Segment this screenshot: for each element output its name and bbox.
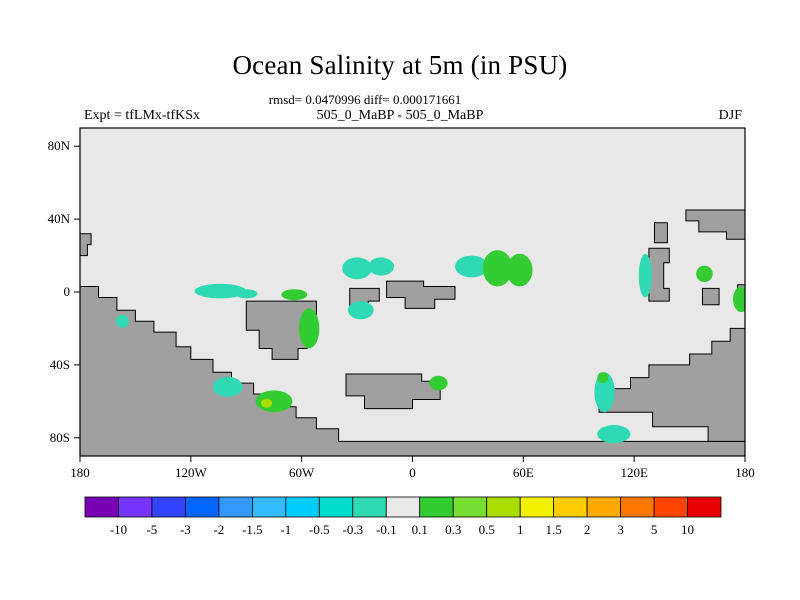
x-axis-tick-label: 180 — [70, 465, 90, 480]
colorbar-cell — [419, 496, 454, 518]
salinity-anomaly-patch — [342, 257, 372, 280]
salinity-anomaly-patch — [429, 375, 448, 391]
salinity-anomaly-patch — [455, 255, 489, 278]
colorbar-tick-label: 2 — [584, 522, 591, 537]
salinity-anomaly-patch — [347, 301, 374, 320]
salinity-anomaly-patch — [696, 265, 713, 282]
colorbar-tick-label: 0.1 — [412, 522, 428, 537]
y-axis-tick-label: 40S — [50, 357, 70, 372]
land-mass — [598, 327, 745, 442]
salinity-anomaly-patch — [255, 390, 293, 413]
land-mass — [654, 222, 668, 244]
land-mass — [80, 286, 745, 456]
colorbar-tick-label: -5 — [146, 522, 157, 537]
land-mass — [685, 209, 745, 240]
x-axis-tick-label: 0 — [409, 465, 416, 480]
colorbar-cell — [586, 496, 621, 518]
salinity-anomaly-patch — [638, 253, 652, 298]
colorbar-cell — [184, 496, 220, 518]
x-axis-tick-label: 60E — [513, 465, 534, 480]
map-layers — [80, 209, 745, 456]
salinity-anomaly-patch — [733, 286, 745, 313]
colorbar-cell — [318, 496, 354, 518]
experiment-label: Expt = tfLMx-tfKSx — [84, 108, 200, 123]
land-mass — [80, 233, 92, 257]
salinity-anomaly-patch — [235, 289, 258, 299]
colorbar-cell — [519, 496, 555, 518]
colorbar-tick-label: 10 — [681, 522, 694, 537]
colorbar-tick-label: -0.3 — [343, 522, 364, 537]
colorbar-cell — [352, 496, 387, 518]
colorbar-tick-label: 1.5 — [545, 522, 561, 537]
colorbar-cell — [553, 496, 588, 518]
colorbar-cell — [118, 496, 153, 518]
colorbar-tick-label: 1 — [517, 522, 524, 537]
colorbar-tick-label: 3 — [617, 522, 624, 537]
colorbar-cell — [687, 496, 722, 518]
x-axis-tick-label: 120E — [620, 465, 648, 480]
salinity-anomaly-patch — [116, 314, 129, 328]
y-axis-tick-label: 40N — [48, 211, 71, 226]
y-axis-tick-label: 80N — [48, 138, 71, 153]
colorbar-tick-label: 5 — [651, 522, 658, 537]
land-mass — [345, 373, 441, 410]
run-comparison-label: 505_0_MaBP - 505_0_MaBP — [316, 108, 484, 123]
colorbar-cell — [620, 496, 655, 518]
season-label: DJF — [718, 108, 742, 123]
colorbar-cell — [653, 496, 688, 518]
colorbar-cell — [452, 496, 488, 518]
salinity-anomaly-patch — [194, 283, 247, 299]
salinity-anomaly-patch — [506, 253, 533, 287]
colorbar-tick-label: -1.5 — [242, 522, 263, 537]
colorbar-tick-label: -3 — [180, 522, 191, 537]
rmsd-diff-stats-line: rmsd= 0.0470996 diff= 0.000171661 — [268, 92, 462, 107]
salinity-anomaly-patch — [213, 376, 243, 397]
salinity-anomaly-patch — [298, 308, 320, 349]
colorbar-tick-label: -0.5 — [309, 522, 330, 537]
x-axis-tick-label: 120W — [175, 465, 208, 480]
colorbar-cell — [251, 496, 287, 518]
colorbar-tick-label: -2 — [213, 522, 224, 537]
y-axis-tick-label: 0 — [64, 284, 71, 299]
land-mass — [648, 247, 670, 302]
salinity-anomaly-patch — [368, 257, 394, 276]
colorbar-cell — [486, 496, 521, 518]
colorbar-cell — [84, 496, 119, 518]
salinity-anomaly-patch — [594, 372, 615, 413]
colorbar-tick-label: 0.3 — [445, 522, 461, 537]
colorbar-cell — [151, 496, 186, 518]
salinity-anomaly-patch — [597, 425, 631, 444]
colorbar-tick-label: 0.5 — [479, 522, 495, 537]
plot-title: Ocean Salinity at 5m (in PSU) — [232, 50, 568, 80]
colorbar-tick-label: -0.1 — [376, 522, 397, 537]
colorbar-tick-label: -10 — [110, 522, 127, 537]
salinity-anomaly-patch — [482, 250, 513, 287]
land-mass — [702, 287, 720, 306]
colorbar-tick-label: -1 — [280, 522, 291, 537]
colorbar-cell — [385, 496, 421, 518]
x-axis-tick-label: 180 — [735, 465, 755, 480]
colorbar-cell — [285, 496, 320, 518]
land-mass — [386, 280, 456, 309]
salinity-anomaly-patch — [261, 398, 273, 408]
colorbar-cell — [218, 496, 253, 518]
salinity-anomaly-patch — [281, 289, 308, 301]
salinity-anomaly-patch — [597, 372, 609, 384]
y-axis-tick-label: 80S — [50, 430, 70, 445]
x-axis-tick-label: 60W — [289, 465, 315, 480]
